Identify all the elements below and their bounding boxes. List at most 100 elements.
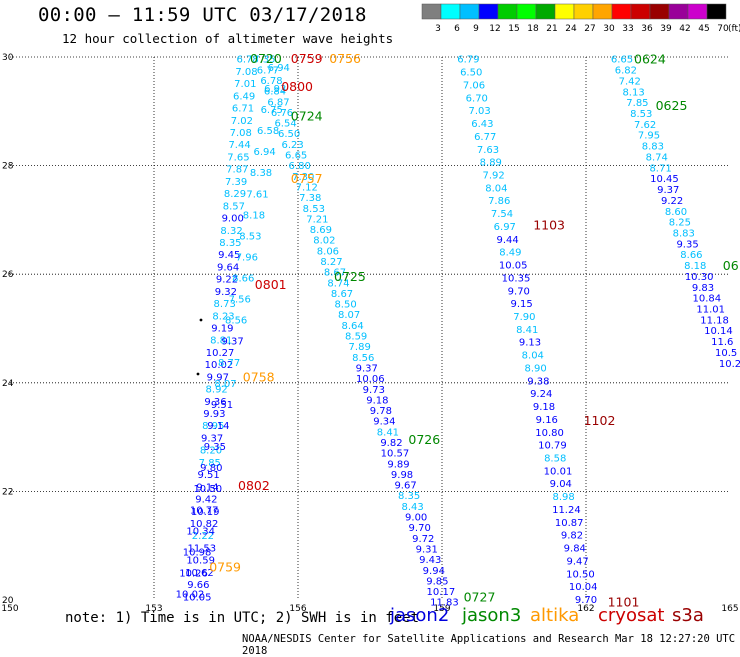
swh-point: 9.44	[496, 235, 518, 246]
swh-point: 8.29	[224, 189, 246, 200]
y-tick-label: 26	[2, 270, 14, 280]
colorbar-swatch	[573, 3, 594, 20]
colorbar-label: 18	[527, 24, 539, 34]
swh-point: 6.70	[466, 93, 488, 104]
colorbar-label: 36	[641, 24, 653, 34]
swh-point: 9.70	[508, 286, 530, 297]
swh-point: 7.02	[231, 116, 253, 127]
swh-point: 7.35	[253, 55, 275, 66]
y-tick-label: 30	[2, 53, 14, 63]
pass-time-label: 0625	[656, 98, 688, 113]
y-tick-label: 20	[2, 596, 14, 606]
swh-point: 7.87	[226, 165, 248, 176]
swh-point: 8.66	[680, 250, 702, 261]
swh-point: 6.50	[278, 129, 300, 140]
swh-point: 8.07	[338, 310, 360, 321]
swh-point: 6.54	[274, 119, 296, 130]
swh-point: 8.53	[239, 231, 261, 242]
swh-point: 9.37	[356, 363, 378, 374]
credit-line: NOAA/NESDIS Center for Satellite Applica…	[242, 633, 736, 657]
swh-point: 7.65	[227, 152, 249, 163]
swh-point: 8.43	[402, 502, 424, 513]
swh-point: 9.35	[676, 239, 698, 250]
swh-point: 9.84	[564, 544, 586, 555]
y-tick-label: 28	[2, 162, 14, 172]
colorbar-label: 27	[584, 24, 595, 34]
swh-point: 7.03	[468, 106, 490, 117]
swh-point: 8.07	[214, 379, 236, 390]
swh-point: 6.97	[494, 222, 516, 233]
swh-point: 10.87	[555, 518, 584, 529]
swh-point: 11.53	[187, 543, 216, 554]
swh-point: 6.75	[261, 105, 283, 116]
swh-point: 10.82	[190, 519, 219, 530]
swh-point: 8.83	[642, 142, 664, 153]
swh-point: 11.24	[552, 505, 581, 516]
colorbar-label: 3	[435, 24, 441, 34]
swh-point: 9.85	[426, 576, 448, 587]
swh-point: 8.32	[220, 226, 242, 237]
swh-point: 10.5	[715, 348, 737, 359]
swh-point: 9.42	[195, 495, 217, 506]
colorbar-label: 42	[679, 24, 690, 34]
swh-point: 9.78	[370, 406, 392, 417]
swh-point: 11.6	[711, 337, 733, 348]
swh-point: 6.77	[474, 132, 496, 143]
swh-point: 9.31	[416, 544, 438, 555]
colorbar-swatch	[535, 3, 556, 20]
swh-point: 7.56	[229, 295, 251, 306]
colorbar-swatch	[668, 3, 689, 20]
swh-point: 7.42	[619, 76, 641, 87]
x-tick-label: 153	[145, 604, 162, 614]
swh-point: 6.80	[289, 161, 311, 172]
swh-point: 9.97	[207, 372, 229, 383]
colorbar-swatch	[440, 3, 461, 20]
swh-point: 8.49	[499, 248, 521, 259]
swh-point: 8.98	[552, 492, 574, 503]
swh-point: 9.43	[419, 555, 441, 566]
swh-point: 7.92	[482, 170, 504, 181]
swh-point: 10.62	[185, 568, 214, 579]
swh-point: 10.79	[538, 441, 567, 452]
colorbar-label: 9	[473, 24, 479, 34]
swh-point: 10.30	[685, 272, 714, 283]
swh-point: 9.64	[217, 262, 239, 273]
pass-time-label: 0724	[291, 109, 323, 124]
legend-altika: altika	[530, 605, 580, 626]
swh-point: 8.41	[516, 325, 538, 336]
swh-point: 8.53	[303, 204, 325, 215]
colorbar-label: 33	[622, 24, 633, 34]
y-tick-label: 22	[2, 487, 13, 497]
swh-point: 7.08	[235, 67, 257, 78]
swh-point: 8.02	[313, 236, 335, 247]
swh-point: 8.04	[485, 183, 507, 194]
swh-point: 8.74	[646, 152, 668, 163]
swh-point: 6.23	[282, 140, 304, 151]
swh-point: 8.56	[352, 353, 374, 364]
swh-point: 10.57	[381, 449, 410, 460]
swh-point: 8.89	[480, 158, 502, 169]
pass-time-label: 0802	[238, 478, 270, 493]
swh-point: 8.69	[310, 225, 332, 236]
colorbar-label: 39	[660, 24, 672, 34]
pass-time-label: 0725	[334, 269, 366, 284]
colorbar-swatch	[421, 3, 442, 20]
swh-point: 9.38	[527, 376, 549, 387]
swh-point: 10.2	[719, 359, 740, 370]
swh-point: 8.18	[243, 210, 265, 221]
swh-point: 9.51	[211, 400, 233, 411]
swh-point: 10.04	[569, 582, 598, 593]
swh-point: 6.78	[236, 55, 258, 66]
swh-point: 6.71	[232, 104, 254, 115]
swh-point: 9.66	[187, 580, 209, 591]
swh-point: 9.37	[657, 185, 679, 196]
swh-point: 6.65	[285, 151, 307, 162]
swh-point: 8.71	[649, 163, 671, 174]
x-tick-label: 150	[1, 604, 18, 614]
swh-point: 9.36	[204, 397, 226, 408]
swh-point: 9.35	[204, 442, 226, 453]
colorbar-label: 6	[454, 24, 460, 34]
marker-dot	[199, 318, 203, 322]
pass-time-label: 0801	[255, 277, 287, 292]
swh-point: 2.22	[192, 531, 214, 542]
